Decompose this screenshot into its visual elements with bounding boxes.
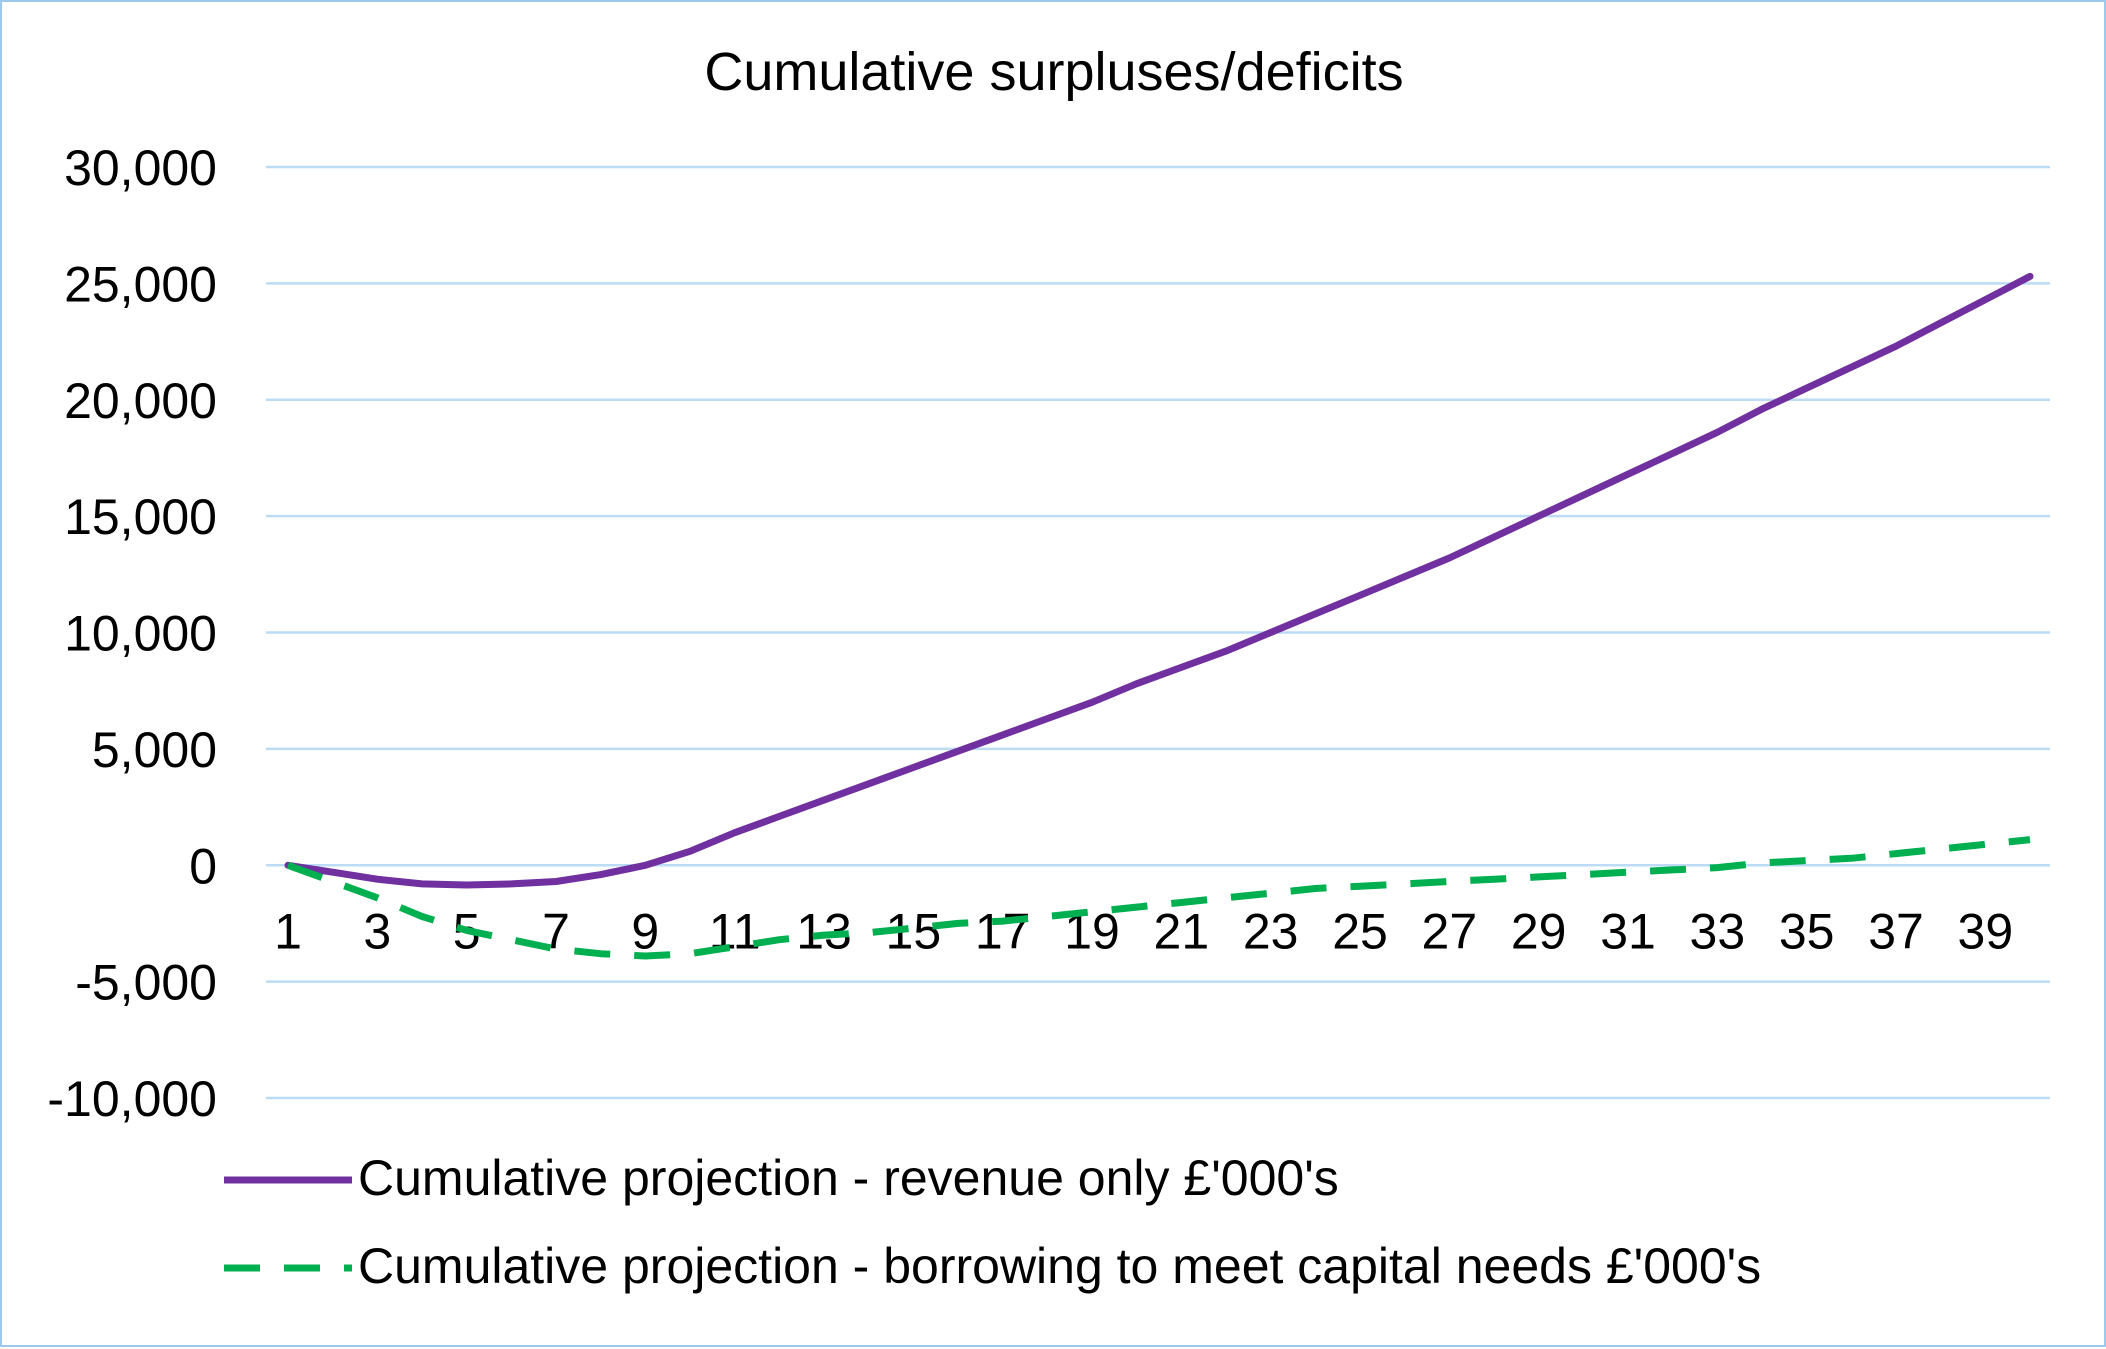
x-axis-tick-labels: 1 3 5 7 9 11 13 15 17 19 21 23 25 27 29 31 33 35 37 39 <box>274 903 2013 959</box>
x-tick-label: 29 <box>1511 903 1567 959</box>
y-tick-label: 5,000 <box>92 722 217 778</box>
x-tick-label: 17 <box>975 903 1031 959</box>
y-tick-label: -5,000 <box>75 955 217 1011</box>
y-axis-tick-labels: -10,000 -5,000 0 5,000 10,000 15,000 20,000 25,… <box>47 140 217 1127</box>
y-tick-label: 15,000 <box>64 489 217 545</box>
x-tick-label: 25 <box>1332 903 1388 959</box>
y-tick-label: -10,000 <box>47 1071 217 1127</box>
gridlines <box>266 165 2050 1100</box>
legend: Cumulative projection - revenue only £'0… <box>224 1150 1761 1294</box>
x-tick-label: 33 <box>1690 903 1746 959</box>
x-tick-label: 37 <box>1868 903 1924 959</box>
x-tick-label: 27 <box>1422 903 1478 959</box>
series-line-1 <box>284 272 2034 889</box>
y-tick-label: 25,000 <box>64 256 217 312</box>
x-tick-label: 7 <box>542 903 570 959</box>
x-tick-label: 9 <box>631 903 659 959</box>
x-tick-label: 3 <box>363 903 391 959</box>
series-lines <box>284 272 2034 960</box>
legend-label-2: Cumulative projection - borrowing to mee… <box>358 1238 1761 1294</box>
x-tick-label: 35 <box>1779 903 1835 959</box>
y-tick-label: 0 <box>189 838 217 894</box>
series-line-2 <box>286 836 2031 960</box>
x-tick-label: 23 <box>1243 903 1299 959</box>
y-tick-label: 10,000 <box>64 606 217 662</box>
legend-label-1: Cumulative projection - revenue only £'0… <box>358 1150 1339 1206</box>
chart-title: Cumulative surpluses/deficits <box>704 42 1403 102</box>
x-tick-label: 1 <box>274 903 302 959</box>
x-tick-label: 39 <box>1958 903 2014 959</box>
y-tick-label: 20,000 <box>64 373 217 429</box>
x-tick-label: 21 <box>1154 903 1210 959</box>
x-tick-label: 31 <box>1600 903 1656 959</box>
y-tick-label: 30,000 <box>64 140 217 196</box>
